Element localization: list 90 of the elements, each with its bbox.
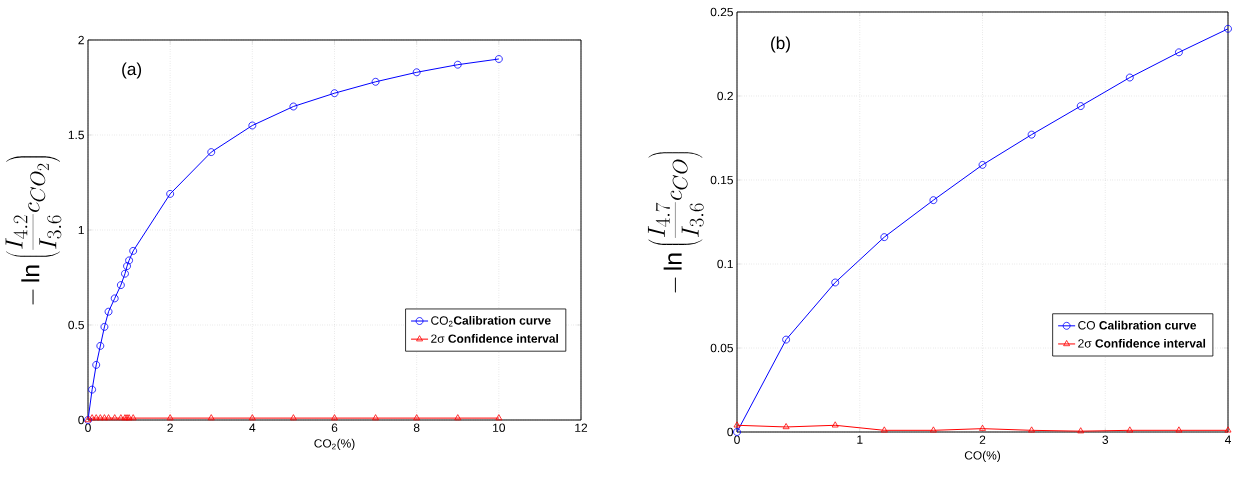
point <box>129 414 137 421</box>
point <box>290 414 297 421</box>
point <box>125 256 133 265</box>
x-tick-label: 3 <box>1102 435 1109 444</box>
point <box>413 414 421 421</box>
point <box>123 262 131 270</box>
legend-label: 2σ Confidence interval <box>431 334 558 343</box>
legend-label: 2σ Confidence interval <box>1078 338 1206 348</box>
y-tick-label: 0.15 <box>710 175 733 185</box>
point <box>372 414 380 421</box>
point <box>104 307 113 316</box>
point <box>831 421 839 428</box>
point <box>116 281 125 289</box>
point <box>330 89 339 98</box>
point <box>207 148 216 156</box>
x-tick-label: 0 <box>85 423 91 432</box>
x-tick-label: 0 <box>734 435 740 444</box>
x-tick-label: 4 <box>1224 435 1231 444</box>
point <box>1175 426 1183 433</box>
point <box>782 335 790 344</box>
point <box>92 414 100 421</box>
x-tick-label: 2 <box>167 423 173 432</box>
point <box>494 55 503 63</box>
point <box>248 414 256 421</box>
point <box>105 414 112 421</box>
annotation: (b) <box>771 36 790 53</box>
point <box>929 426 937 433</box>
y-tick-label: 1.5 <box>68 130 84 140</box>
point <box>96 342 105 350</box>
point <box>92 361 101 369</box>
point <box>880 233 889 242</box>
point <box>110 294 119 303</box>
y-tick-label: 0.1 <box>717 259 733 269</box>
point <box>331 414 338 421</box>
point <box>207 414 215 421</box>
point <box>371 77 380 86</box>
x-axis-title: CO(%) <box>964 450 1001 462</box>
y-tick-label: 0.05 <box>710 343 733 353</box>
point <box>495 414 503 421</box>
point <box>166 190 175 198</box>
point <box>979 424 986 431</box>
legend-label: CO Calibration curve <box>1078 320 1197 330</box>
point <box>1028 426 1036 433</box>
point <box>733 421 741 428</box>
y-tick-label: 0.5 <box>68 320 84 330</box>
point <box>831 278 840 287</box>
point <box>454 414 462 421</box>
point <box>111 414 119 421</box>
point <box>100 323 109 331</box>
point <box>412 68 421 77</box>
point <box>101 414 108 421</box>
point <box>453 60 462 69</box>
point <box>248 121 257 130</box>
x-tick-label: 6 <box>331 423 338 432</box>
point <box>782 423 790 430</box>
point <box>1126 426 1134 433</box>
legend-label: CO$_{2}$Calibration curve <box>431 315 551 327</box>
point <box>88 414 96 421</box>
point <box>929 196 938 205</box>
point <box>121 269 129 278</box>
point <box>96 414 104 421</box>
y-tick-label: 0.2 <box>717 91 733 101</box>
point <box>1125 73 1134 82</box>
point <box>1224 24 1232 33</box>
x-tick-label: 10 <box>493 423 506 432</box>
point <box>117 414 125 421</box>
y-tick-label: 2 <box>78 35 84 45</box>
y-tick-label: 0.25 <box>710 7 733 17</box>
y-axis-title: $-\ln\left(\frac{I_{4.7}}{I_{3.6}}c_{CO}\right)$ <box>647 152 704 293</box>
point <box>129 247 138 255</box>
y-axis-title: $-\ln\left(\frac{I_{4.2}}{I_{3.6}}c_{CO_2}\right)$ <box>5 156 62 305</box>
point <box>1027 130 1036 139</box>
point <box>88 385 96 394</box>
x-tick-label: 12 <box>575 423 588 432</box>
y-tick-label: 0 <box>78 415 85 425</box>
point <box>880 426 888 433</box>
point <box>166 414 174 421</box>
point <box>1077 427 1085 434</box>
y-tick-label: 1 <box>78 225 84 235</box>
point <box>289 102 298 111</box>
point <box>1175 48 1183 57</box>
point <box>978 160 987 169</box>
x-tick-label: 2 <box>979 435 986 444</box>
point <box>1224 426 1232 433</box>
point <box>1076 102 1085 110</box>
x-tick-label: 4 <box>249 423 256 432</box>
x-axis-title: CO$_{2}$(%) <box>314 438 355 450</box>
x-tick-label: 1 <box>857 435 863 444</box>
annotation: (a) <box>122 62 142 79</box>
x-tick-label: 8 <box>413 423 420 432</box>
